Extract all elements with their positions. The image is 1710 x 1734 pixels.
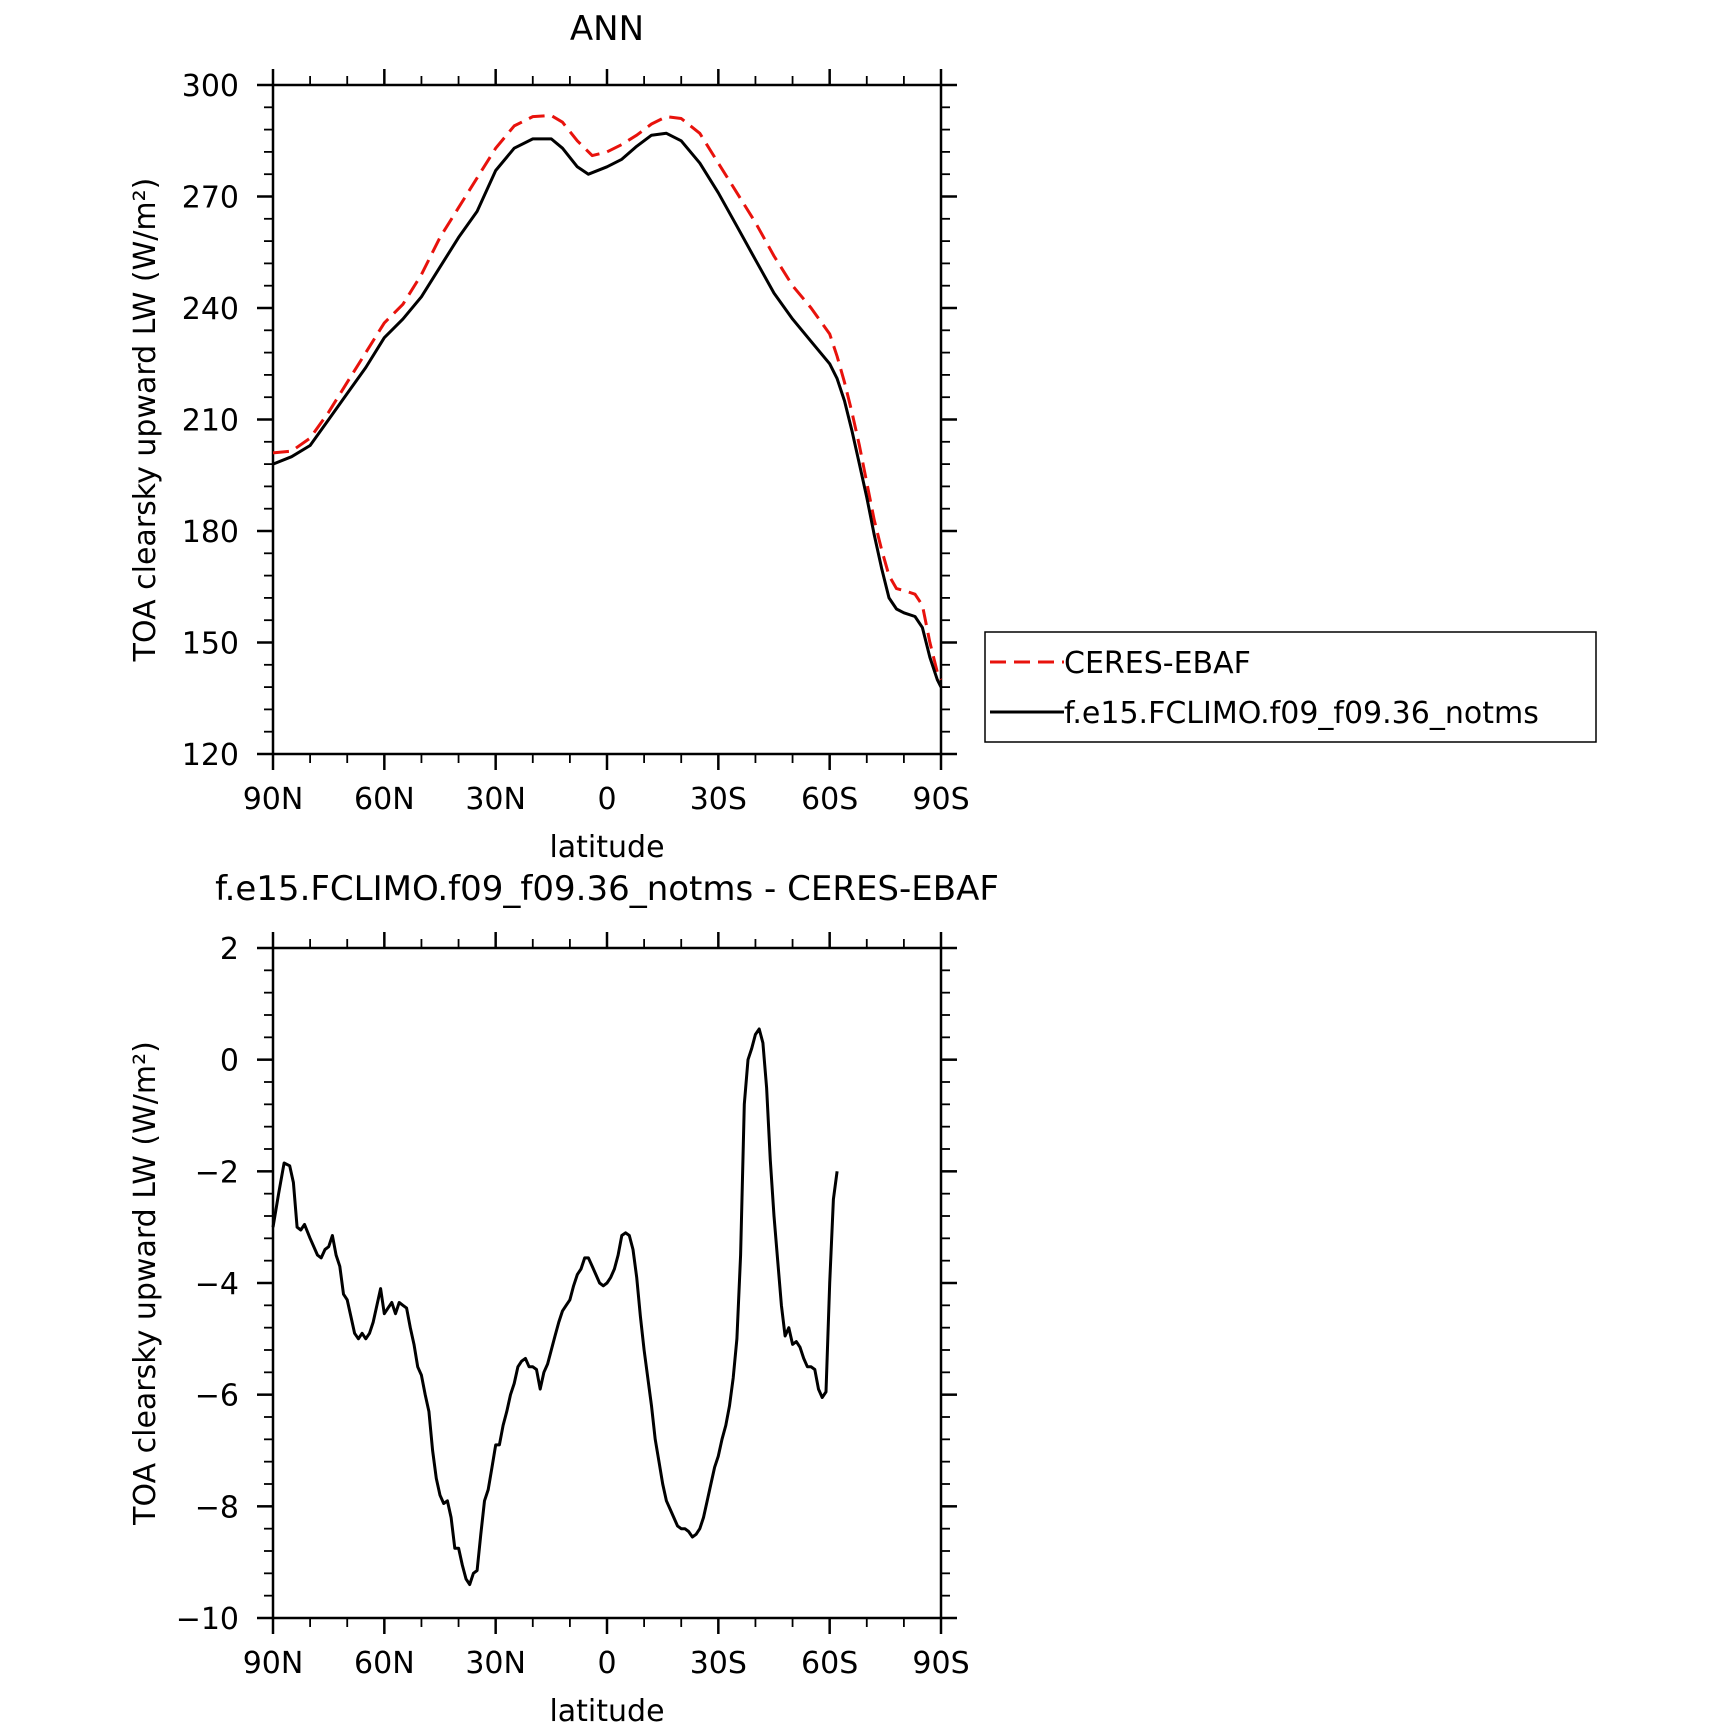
- legend-label-model: f.e15.FCLIMO.f09_f09.36_notms: [1064, 696, 1539, 731]
- legend-box: [984, 631, 1597, 743]
- y-tick-label: 270: [182, 181, 239, 216]
- y-tick-label: 120: [182, 738, 239, 773]
- x-tick-label: 0: [597, 782, 616, 817]
- y-tick-label: 180: [182, 515, 239, 550]
- x-tick-label: 30N: [465, 1646, 526, 1681]
- x-tick-label: 60N: [354, 1646, 415, 1681]
- y-tick-label: 150: [182, 627, 239, 662]
- legend: CERES-EBAF f.e15.FCLIMO.f09_f09.36_notms: [984, 631, 1597, 743]
- y-tick-label: −8: [195, 1490, 239, 1525]
- top-y-axis-label: TOA clearsky upward LW (W/m²): [128, 178, 163, 663]
- x-tick-label: 90N: [243, 1646, 304, 1681]
- x-tick-label: 30S: [690, 1646, 747, 1681]
- y-tick-label: −2: [195, 1155, 239, 1190]
- y-tick-label: −6: [195, 1379, 239, 1414]
- y-tick-label: 240: [182, 292, 239, 327]
- top-panel: ANN 90N 60N 30N 0 30S 60S 90S 120 150 180 210 240 27…: [128, 9, 1597, 865]
- bottom-panel: f.e15.FCLIMO.f09_f09.36_notms - CERES-EB…: [128, 869, 999, 1729]
- bottom-axis-ticks: 90N 60N 30N 0 30S 60S 90S −10 −8 −6 −4 −2 0 2: [176, 932, 970, 1681]
- series-line-1-0: [271, 1027, 839, 1586]
- x-tick-label: 90S: [912, 782, 969, 817]
- top-chart-title: ANN: [570, 9, 644, 49]
- y-tick-label: 0: [220, 1044, 239, 1079]
- legend-label-ceres-ebaf: CERES-EBAF: [1064, 646, 1251, 681]
- x-tick-label: 60S: [801, 1646, 858, 1681]
- series-line-0-1: [272, 131, 943, 688]
- top-axis-ticks: 90N 60N 30N 0 30S 60S 90S 120 150 180 210 240 270 300: [182, 69, 970, 817]
- x-tick-label: 90S: [912, 1646, 969, 1681]
- x-tick-label: 60S: [801, 782, 858, 817]
- y-tick-label: 300: [182, 69, 239, 104]
- top-plot-frame: [271, 83, 943, 756]
- top-x-axis-label: latitude: [549, 830, 664, 865]
- y-tick-label: −4: [195, 1267, 239, 1302]
- x-tick-label: 60N: [354, 782, 415, 817]
- bottom-series-layer: [271, 1027, 839, 1586]
- y-tick-label: −10: [176, 1602, 239, 1637]
- x-tick-label: 30S: [690, 782, 747, 817]
- y-tick-label: 2: [220, 932, 239, 967]
- x-tick-label: 0: [597, 1646, 616, 1681]
- y-tick-label: 210: [182, 404, 239, 439]
- series-line-0-0: [272, 114, 943, 681]
- x-tick-label: 90N: [243, 782, 304, 817]
- x-tick-label: 30N: [465, 782, 526, 817]
- bottom-chart-title: f.e15.FCLIMO.f09_f09.36_notms - CERES-EB…: [215, 869, 999, 909]
- top-series-layer: [272, 114, 943, 688]
- bottom-y-axis-label: TOA clearsky upward LW (W/m²): [128, 1041, 163, 1526]
- bottom-x-axis-label: latitude: [549, 1694, 664, 1729]
